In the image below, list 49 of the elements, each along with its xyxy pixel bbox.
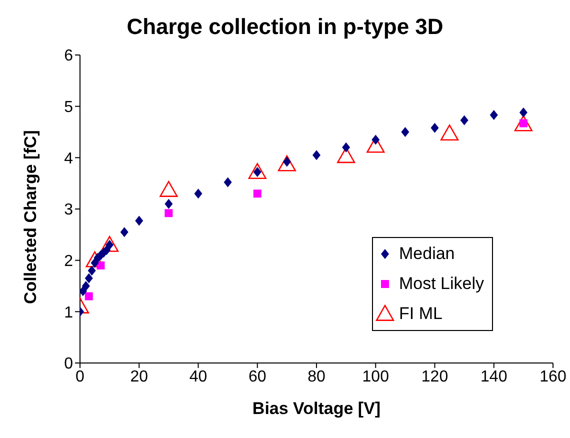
point bbox=[160, 180, 178, 197]
point bbox=[401, 127, 410, 137]
point bbox=[460, 115, 468, 126]
y-tick-label: 0 bbox=[64, 356, 74, 373]
legend-label: FI ML bbox=[399, 304, 442, 324]
x-tick-label: 120 bbox=[421, 368, 448, 386]
point bbox=[84, 292, 93, 300]
point bbox=[312, 150, 320, 160]
point bbox=[102, 245, 111, 256]
point bbox=[224, 177, 232, 188]
point bbox=[278, 155, 296, 172]
point bbox=[519, 107, 528, 118]
point bbox=[120, 227, 128, 238]
y-tick-label: 6 bbox=[64, 48, 74, 65]
y-tick-label: 4 bbox=[64, 150, 74, 168]
point bbox=[164, 209, 173, 218]
point bbox=[135, 216, 144, 226]
x-tick-label: 80 bbox=[308, 368, 326, 386]
y-tick-label: 3 bbox=[64, 202, 74, 219]
point bbox=[248, 162, 266, 179]
x-tick-label: 140 bbox=[480, 368, 508, 386]
point bbox=[194, 188, 202, 199]
y-axis-title: Collected Charge [fC] bbox=[21, 130, 40, 304]
point bbox=[164, 198, 173, 209]
point bbox=[82, 281, 90, 291]
legend-label: Median bbox=[399, 244, 455, 264]
x-tick-label: 20 bbox=[130, 368, 148, 386]
x-tick-label: 100 bbox=[362, 368, 390, 386]
x-tick-label: 40 bbox=[189, 368, 208, 386]
point bbox=[490, 110, 498, 120]
point bbox=[88, 266, 96, 276]
point bbox=[430, 122, 439, 133]
point bbox=[253, 190, 262, 198]
point bbox=[84, 273, 93, 284]
x-tick-label: 60 bbox=[248, 368, 266, 386]
legend-label: Most Likely bbox=[399, 274, 484, 294]
y-tick-label: 5 bbox=[64, 99, 74, 116]
y-tick-label: 2 bbox=[64, 253, 74, 270]
x-tick-label: 0 bbox=[76, 368, 85, 386]
point bbox=[440, 124, 459, 140]
point bbox=[100, 236, 119, 252]
x-tick-label: 160 bbox=[540, 368, 566, 386]
point bbox=[342, 142, 350, 152]
point bbox=[514, 115, 532, 132]
x-axis-title: Bias Voltage [V] bbox=[252, 399, 381, 418]
chart-title: Charge collection in p-type 3D bbox=[126, 14, 444, 40]
point bbox=[96, 261, 105, 270]
point bbox=[372, 134, 380, 145]
y-tick-label: 1 bbox=[64, 304, 74, 322]
